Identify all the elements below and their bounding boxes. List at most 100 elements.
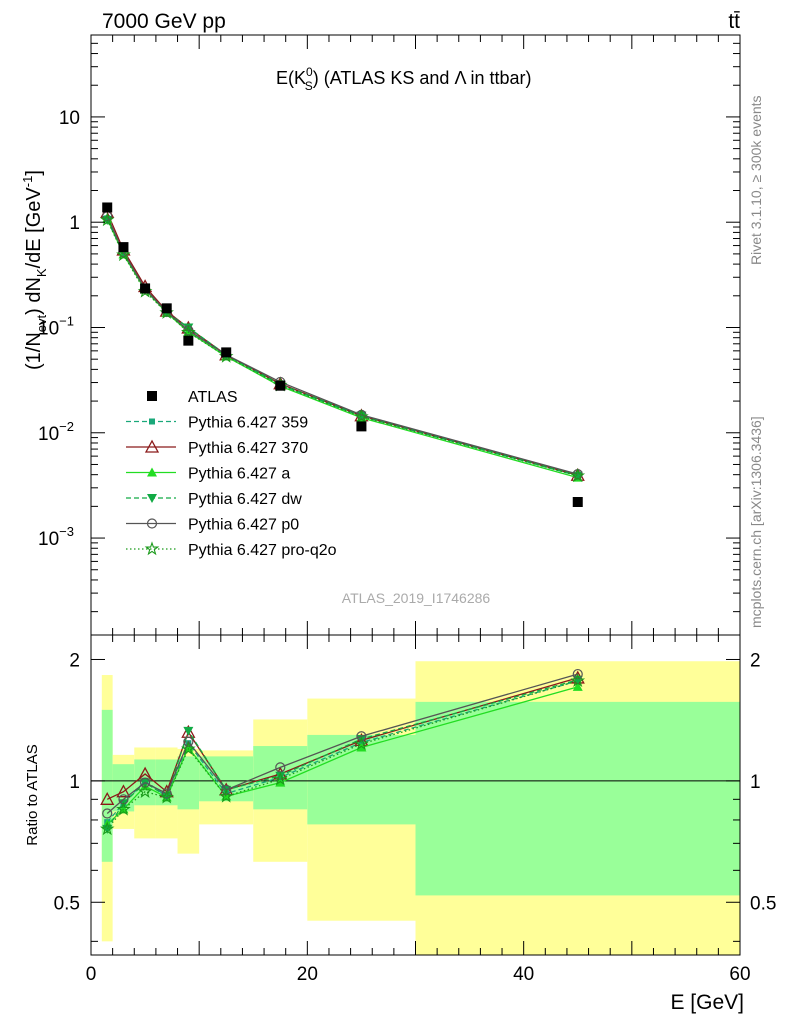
- legend-entry: Pythia 6.427 359: [126, 415, 308, 432]
- data-point: [183, 335, 194, 346]
- analysis-watermark: ATLAS_2019_I1746286: [342, 590, 491, 606]
- ratio-series-pq2o: [99, 673, 586, 836]
- legend-label: Pythia 6.427 359: [188, 415, 308, 432]
- data-point: [116, 247, 131, 262]
- data-point: [221, 347, 232, 358]
- y-tick-label: 10: [59, 108, 80, 129]
- series-pa: [102, 213, 583, 482]
- data-point: [572, 668, 583, 680]
- legend-label: Pythia 6.427 dw: [188, 491, 302, 508]
- legend-label: ATLAS: [188, 389, 238, 406]
- series-line-pp0: [106, 215, 578, 475]
- series-line-pa: [106, 218, 578, 479]
- y-tick-label: 10−1: [38, 313, 74, 339]
- ratio-y-tick-label-right: 2: [750, 650, 761, 671]
- ratio-series: [99, 668, 586, 836]
- ratio-y-axis-label: Ratio to ATLAS: [24, 744, 41, 845]
- data-point: [275, 771, 286, 781]
- uncertainty-inner-band: [155, 759, 178, 806]
- data-point: [147, 467, 157, 477]
- data-point: [180, 741, 196, 756]
- series-line-pq2o: [106, 219, 578, 477]
- data-point: [116, 784, 131, 798]
- data-point: [159, 789, 174, 804]
- series-p370: [100, 205, 585, 481]
- uncertainty-inner-band: [112, 764, 135, 812]
- series-pq2o: [99, 212, 586, 483]
- legend-entry: ATLAS: [147, 389, 238, 406]
- x-axis-label: E [GeV]: [670, 991, 744, 1014]
- data-point: [221, 784, 232, 795]
- data-point: [356, 421, 367, 432]
- data-point: [356, 731, 367, 742]
- data-point: [354, 408, 369, 423]
- data-point: [218, 788, 234, 803]
- data-point: [354, 736, 369, 751]
- axes: 0 20 40 60 10 1 10−1 10−2 10−3 2 2 1 1 0.5 0.5: [38, 34, 776, 985]
- data-point: [144, 541, 160, 556]
- uncertainty-inner-band: [101, 709, 113, 862]
- uncertainty-inner-band: [415, 701, 740, 896]
- data-point: [140, 283, 151, 294]
- plot-title: E(K0 S) (ATLAS KS and Λ in ttbar): [276, 65, 532, 93]
- main-y-axis-label: (1/Nevt) dNK/dE [GeV-1]: [20, 170, 49, 370]
- data-point: [161, 788, 172, 799]
- series-line-pdw: [106, 219, 578, 477]
- x-tick-label: 40: [513, 964, 534, 985]
- data-point: [149, 418, 155, 425]
- series-line-p370: [106, 212, 578, 476]
- data-point: [102, 808, 113, 819]
- x-tick-label: 0: [86, 964, 97, 985]
- legend-entry: Pythia 6.427 p0: [126, 517, 299, 534]
- data-point: [116, 801, 131, 816]
- x-tick-label: 20: [297, 964, 318, 985]
- y-tick-label: 10−3: [38, 524, 74, 550]
- legend-label: Pythia 6.427 pro-q2o: [188, 542, 337, 559]
- ratio-y-tick-label-right: 1: [750, 772, 761, 793]
- data-point: [180, 324, 196, 339]
- ratio-y-tick-label: 2: [69, 650, 80, 671]
- rivet-info: Rivet 3.1.10, ≥ 300k events: [748, 95, 764, 265]
- series-pp0: [102, 211, 583, 480]
- data-point: [146, 518, 158, 529]
- legend-entry: Pythia 6.427 dw: [126, 491, 302, 508]
- data-point: [100, 791, 115, 805]
- main-series: [99, 202, 586, 508]
- ratio-y-tick-label-right: 0.5: [750, 893, 776, 914]
- data-point: [275, 380, 286, 391]
- data-point: [570, 673, 586, 688]
- data-point: [147, 494, 157, 503]
- legend-entry: Pythia 6.427 370: [126, 439, 308, 457]
- ratio-line-pq2o: [106, 680, 578, 830]
- legend-entry: Pythia 6.427 pro-q2o: [126, 541, 337, 559]
- ratio-y-tick-label: 1: [69, 772, 80, 793]
- header-right: tt̄: [728, 10, 740, 33]
- data-point: [572, 497, 583, 508]
- ratio-uncertainty-bands: [91, 661, 740, 955]
- data-point: [99, 212, 115, 227]
- mcplots-info: mcplots.cern.ch [arXiv:1306.3436]: [748, 416, 764, 628]
- legend-label: Pythia 6.427 370: [188, 440, 308, 457]
- legend-label: Pythia 6.427 a: [188, 466, 290, 483]
- data-point: [147, 391, 157, 401]
- ratio-y-tick-label: 0.5: [54, 893, 80, 914]
- series-atlas: [102, 202, 583, 508]
- y-tick-label: 1: [69, 213, 80, 234]
- data-point: [572, 681, 583, 691]
- data-point: [137, 783, 153, 798]
- legend-entry: Pythia 6.427 a: [126, 466, 290, 483]
- data-point: [102, 202, 113, 213]
- data-point: [144, 439, 160, 453]
- x-tick-label: 60: [729, 964, 750, 985]
- legend-label: Pythia 6.427 p0: [188, 517, 299, 534]
- data-point: [273, 771, 288, 786]
- data-point: [118, 242, 129, 253]
- series-pdw: [102, 215, 583, 481]
- series-line-p359: [106, 217, 578, 477]
- data-point: [161, 303, 172, 314]
- data-point: [99, 821, 115, 836]
- header-left: 7000 GeV pp: [102, 10, 226, 33]
- series-p359: [104, 215, 581, 479]
- data-point: [570, 468, 586, 483]
